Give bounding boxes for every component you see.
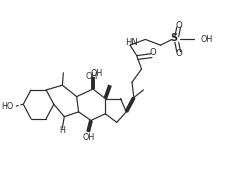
Text: OH: OH (201, 35, 213, 44)
Text: O: O (150, 48, 156, 57)
Text: HO: HO (1, 102, 14, 111)
Text: O: O (175, 49, 182, 58)
Text: HN: HN (125, 38, 137, 47)
Text: OH: OH (91, 69, 103, 78)
Text: OH: OH (83, 133, 95, 142)
Text: S: S (170, 33, 177, 43)
Text: OH: OH (86, 72, 98, 81)
Text: O: O (175, 21, 182, 30)
Text: H: H (60, 126, 65, 135)
